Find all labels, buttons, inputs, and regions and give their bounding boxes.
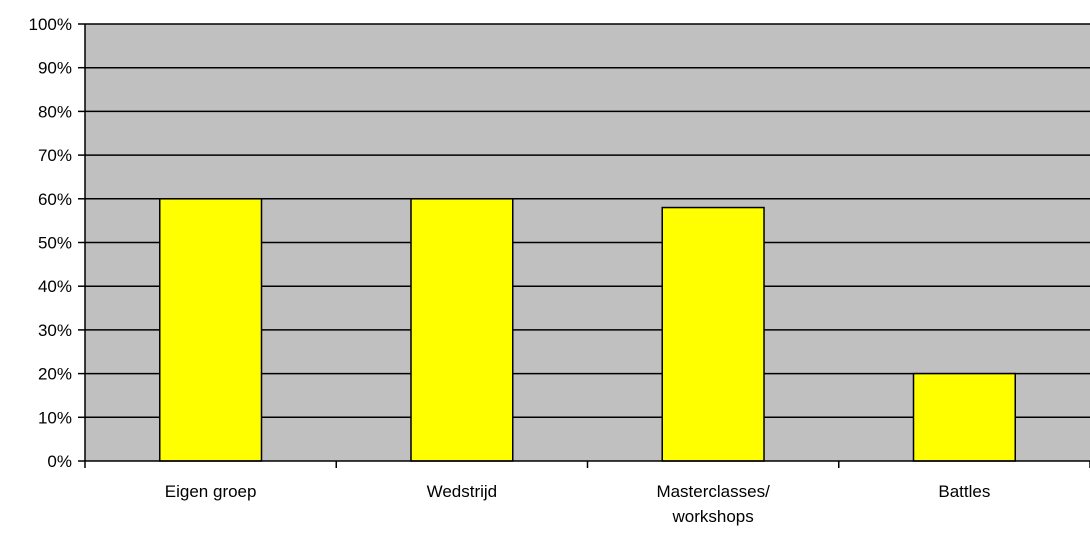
x-tick-label-line: workshops xyxy=(671,507,753,526)
x-tick-label: Masterclasses/workshops xyxy=(656,482,770,526)
bar-0 xyxy=(158,198,263,462)
y-tick-label: 60% xyxy=(38,190,72,209)
y-tick-label: 100% xyxy=(29,15,72,34)
x-tick-label: Eigen groep xyxy=(165,482,257,501)
y-tick-label: 0% xyxy=(47,452,72,471)
bar-3 xyxy=(912,372,1017,462)
x-tick-label-line: Eigen groep xyxy=(165,482,257,501)
y-tick-label: 40% xyxy=(38,277,72,296)
x-tick-label: Wedstrijd xyxy=(427,482,498,501)
x-tick-label-line: Wedstrijd xyxy=(427,482,498,501)
x-axis-ticks: Eigen groep Wedstrijd Masterclasses/worksh… xyxy=(84,461,1090,526)
y-tick-label: 90% xyxy=(38,59,72,78)
x-tick-label-line: Masterclasses/ xyxy=(656,482,770,501)
y-tick-label: 10% xyxy=(38,408,72,427)
y-tick-label: 50% xyxy=(38,234,72,253)
bar-2 xyxy=(661,206,765,462)
bars xyxy=(158,198,1017,462)
y-tick-label: 70% xyxy=(38,146,72,165)
x-tick-label: Battles xyxy=(938,482,990,501)
y-tick-label: 30% xyxy=(38,321,72,340)
y-tick-label: 20% xyxy=(38,365,72,384)
bar-1 xyxy=(410,198,514,462)
y-axis-ticks: 0% 10% 20% 30% 40% 50% 60% 70% 80% 90% 100% xyxy=(29,15,85,471)
x-tick-label-line: Battles xyxy=(938,482,990,501)
y-tick-label: 80% xyxy=(38,102,72,121)
